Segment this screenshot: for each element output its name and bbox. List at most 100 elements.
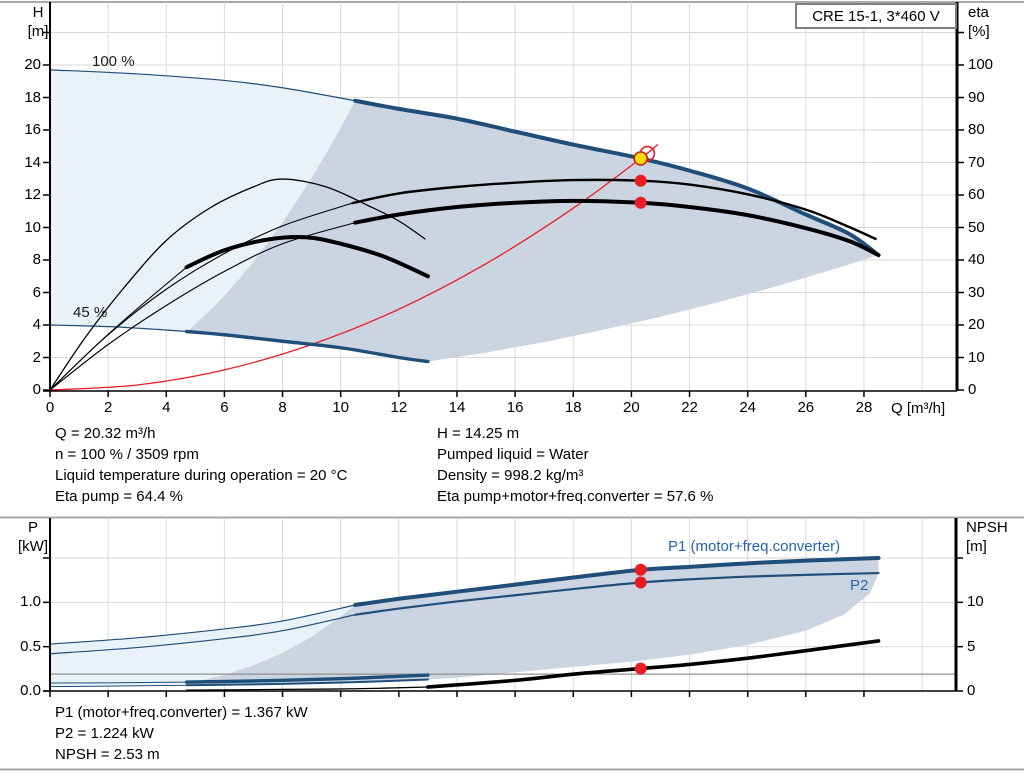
H-tick-label: 12	[24, 186, 41, 203]
p2-45-thin	[49, 684, 188, 688]
P-axis-header: P	[27, 519, 38, 536]
H-axis-header: H	[32, 4, 44, 21]
speed-100-label: 100 %	[92, 53, 135, 70]
info-eta-total: Eta pump+motor+freq.converter = 57.6 %	[437, 488, 714, 505]
H-tick-label: 6	[32, 283, 41, 301]
info-pumped-liquid: Pumped liquid = Water	[437, 446, 589, 463]
x-tick-label: 16	[506, 399, 524, 416]
info-p1: P1 (motor+freq.converter) = 1.367 kW	[55, 704, 308, 721]
x-tick-label: 2	[103, 399, 113, 416]
eta-tick-label: 70	[968, 153, 985, 171]
eta-tick-label: 90	[968, 88, 985, 106]
npsh-point	[634, 662, 647, 675]
recommended-operating-area	[186, 100, 879, 362]
info-head: H = 14.25 m	[437, 425, 520, 442]
NPSH-tick-label: 5	[967, 637, 976, 655]
x-tick-label: 8	[278, 399, 287, 416]
x-tick-label: 22	[681, 399, 698, 416]
eta-total-100-thin	[49, 222, 356, 391]
p1-45-thin	[49, 681, 188, 684]
H-tick-label: 10	[24, 218, 41, 236]
pump-model-box: CRE 15-1, 3*460 V	[795, 3, 957, 29]
info-eta-pump: Eta pump = 64.4 %	[55, 488, 183, 505]
x-tick-label: 12	[390, 399, 408, 416]
p1-100-thin	[49, 604, 356, 645]
x-tick-label: 10	[332, 399, 350, 416]
power-envelope	[50, 605, 356, 687]
eta-tick-label: 0	[968, 381, 977, 398]
eta-pump-45	[49, 178, 426, 391]
eta-tick-label: 50	[968, 218, 985, 236]
eta-total-45-thin	[49, 266, 188, 391]
p2-point	[634, 576, 647, 589]
NPSH-axis-header: [m]	[966, 538, 987, 555]
eta-axis-header: eta	[968, 4, 989, 21]
p1-45-thick	[184, 673, 430, 684]
x-tick-label: 20	[623, 399, 640, 416]
info-npsh: NPSH = 2.53 m	[55, 746, 160, 763]
P-tick-label: 0.0	[20, 682, 41, 699]
H-tick-label: 20	[24, 56, 41, 73]
duty-info-left: Q = 20.32 m³/h n = 100 % / 3509 rpm Liqu…	[55, 423, 347, 507]
x-axis-title: Q [m³/h]	[891, 400, 946, 417]
p2-100-thin	[49, 614, 356, 655]
eta-tick-label: 10	[968, 348, 985, 366]
actual-duty-point	[633, 151, 649, 166]
p2-100-thick	[354, 571, 880, 616]
eta-pump-point	[634, 174, 647, 187]
x-tick-label: 14	[448, 399, 466, 416]
x-tick-label: 28	[855, 399, 873, 416]
eta-tick-label: 60	[968, 186, 985, 203]
p1-100-thick	[353, 556, 881, 607]
x-tick-label: 0	[45, 399, 55, 416]
power-operating-area	[186, 558, 879, 686]
x-tick-label: 18	[564, 399, 582, 416]
H-tick-label: 16	[24, 121, 41, 138]
power-info: P1 (motor+freq.converter) = 1.367 kW P2 …	[55, 702, 308, 765]
qh-45pct-thick	[184, 329, 430, 364]
x-tick-label: 4	[162, 399, 171, 416]
P-tick-label: 1.0	[20, 593, 41, 611]
qh-100pct-thin	[49, 69, 356, 102]
eta-tick-label: 100	[968, 56, 994, 73]
eta-axis-header: [%]	[968, 23, 990, 40]
P-axis-header: [kW]	[18, 538, 48, 555]
info-flow: Q = 20.32 m³/h	[55, 425, 156, 442]
NPSH-tick-label: 10	[967, 593, 984, 611]
eta-tick-label: 20	[968, 316, 985, 333]
npsh-thin	[185, 686, 429, 691]
info-density: Density = 998.2 kg/m³	[437, 467, 584, 484]
full-speed-envelope	[50, 69, 356, 333]
pump-model-label: CRE 15-1, 3*460 V	[812, 7, 940, 25]
x-tick-label: 26	[797, 399, 815, 416]
H-tick-label: 18	[24, 88, 41, 106]
NPSH-tick-label: 0	[967, 682, 976, 699]
duty-info-right: H = 14.25 m Pumped liquid = Water Densit…	[437, 423, 713, 507]
H-tick-label: 8	[32, 251, 41, 268]
eta-total-point	[634, 196, 647, 209]
eta-tick-label: 30	[968, 283, 985, 301]
H-tick-label: 14	[24, 153, 41, 171]
info-p2: P2 = 1.224 kW	[55, 725, 154, 742]
info-liquid-temp: Liquid temperature during operation = 20…	[55, 467, 348, 484]
H-axis-header: [m]	[27, 23, 49, 40]
P-tick-label: 0.5	[20, 637, 41, 655]
H-tick-label: 4	[32, 316, 41, 333]
p1-curve-label: P1 (motor+freq.converter)	[668, 538, 841, 555]
p2-45-thick	[185, 678, 429, 687]
H-tick-label: 0	[32, 381, 41, 398]
info-speed: n = 100 % / 3509 rpm	[55, 446, 199, 463]
eta-tick-label: 80	[968, 121, 985, 138]
npsh-thick	[426, 639, 881, 689]
x-tick-label: 6	[220, 399, 229, 416]
p2-curve-label: P2	[850, 577, 869, 594]
x-tick-label: 24	[739, 399, 757, 416]
NPSH-axis-header: NPSH	[966, 519, 1008, 536]
H-tick-label: 2	[32, 348, 41, 366]
speed-45-label: 45 %	[73, 304, 108, 321]
eta-tick-label: 40	[968, 251, 985, 268]
eta-total-45-thick	[184, 235, 430, 279]
p1-point	[634, 563, 647, 576]
